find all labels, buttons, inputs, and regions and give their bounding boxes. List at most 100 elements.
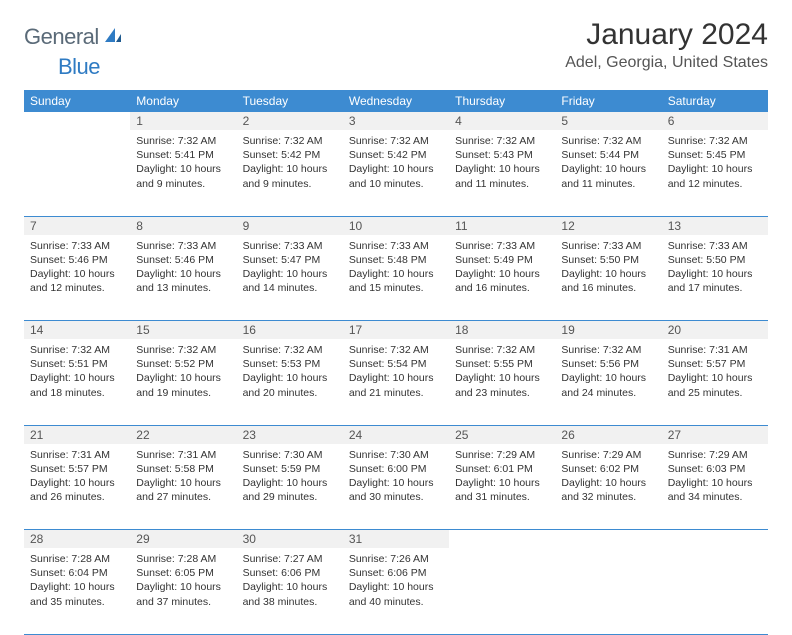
day-cell: Sunrise: 7:31 AMSunset: 5:57 PMDaylight:…	[662, 339, 768, 425]
daylight2-text: and 14 minutes.	[243, 281, 337, 295]
daylight2-text: and 11 minutes.	[455, 177, 549, 191]
sunset-text: Sunset: 5:59 PM	[243, 462, 337, 476]
day-cell: Sunrise: 7:33 AMSunset: 5:49 PMDaylight:…	[449, 235, 555, 321]
day-cell: Sunrise: 7:32 AMSunset: 5:41 PMDaylight:…	[130, 130, 236, 216]
location: Adel, Georgia, United States	[565, 54, 768, 72]
day-number: 2	[237, 112, 343, 130]
day-number: 5	[555, 112, 661, 130]
day-number: 24	[343, 425, 449, 444]
sunrise-text: Sunrise: 7:28 AM	[136, 552, 230, 566]
sunrise-text: Sunrise: 7:32 AM	[668, 134, 762, 148]
daylight2-text: and 20 minutes.	[243, 386, 337, 400]
day-cell: Sunrise: 7:33 AMSunset: 5:50 PMDaylight:…	[662, 235, 768, 321]
logo-text-blue: Blue	[58, 54, 100, 79]
daylight2-text: and 13 minutes.	[136, 281, 230, 295]
sunrise-text: Sunrise: 7:33 AM	[30, 239, 124, 253]
sunrise-text: Sunrise: 7:32 AM	[349, 134, 443, 148]
day-cell: Sunrise: 7:28 AMSunset: 6:04 PMDaylight:…	[24, 548, 130, 634]
day-number: 11	[449, 216, 555, 235]
daylight1-text: Daylight: 10 hours	[561, 267, 655, 281]
sunrise-text: Sunrise: 7:32 AM	[30, 343, 124, 357]
daylight2-text: and 16 minutes.	[455, 281, 549, 295]
daylight1-text: Daylight: 10 hours	[455, 476, 549, 490]
sunrise-text: Sunrise: 7:32 AM	[455, 134, 549, 148]
daylight1-text: Daylight: 10 hours	[136, 580, 230, 594]
sunset-text: Sunset: 5:57 PM	[30, 462, 124, 476]
sunrise-text: Sunrise: 7:32 AM	[349, 343, 443, 357]
day-cell: Sunrise: 7:32 AMSunset: 5:45 PMDaylight:…	[662, 130, 768, 216]
daylight1-text: Daylight: 10 hours	[243, 162, 337, 176]
sunset-text: Sunset: 5:42 PM	[349, 148, 443, 162]
day-number: 20	[662, 321, 768, 340]
sunset-text: Sunset: 6:03 PM	[668, 462, 762, 476]
day-cell: Sunrise: 7:29 AMSunset: 6:02 PMDaylight:…	[555, 444, 661, 530]
daylight1-text: Daylight: 10 hours	[349, 580, 443, 594]
daylight2-text: and 12 minutes.	[30, 281, 124, 295]
day-number: 15	[130, 321, 236, 340]
day-cell: Sunrise: 7:33 AMSunset: 5:50 PMDaylight:…	[555, 235, 661, 321]
sunrise-text: Sunrise: 7:29 AM	[455, 448, 549, 462]
sunset-text: Sunset: 5:47 PM	[243, 253, 337, 267]
daylight1-text: Daylight: 10 hours	[349, 371, 443, 385]
day-cell: Sunrise: 7:32 AMSunset: 5:56 PMDaylight:…	[555, 339, 661, 425]
sunrise-text: Sunrise: 7:32 AM	[455, 343, 549, 357]
day-number	[24, 112, 130, 130]
calendar-table: Sunday Monday Tuesday Wednesday Thursday…	[24, 90, 768, 635]
daylight1-text: Daylight: 10 hours	[455, 267, 549, 281]
day-number: 14	[24, 321, 130, 340]
daylight2-text: and 9 minutes.	[136, 177, 230, 191]
daylight2-text: and 31 minutes.	[455, 490, 549, 504]
sunrise-text: Sunrise: 7:32 AM	[243, 134, 337, 148]
day-number: 27	[662, 425, 768, 444]
day-cell: Sunrise: 7:29 AMSunset: 6:01 PMDaylight:…	[449, 444, 555, 530]
day-header: Tuesday	[237, 90, 343, 112]
week-row: Sunrise: 7:32 AMSunset: 5:51 PMDaylight:…	[24, 339, 768, 425]
day-cell	[449, 548, 555, 634]
sunrise-text: Sunrise: 7:33 AM	[561, 239, 655, 253]
day-cell: Sunrise: 7:32 AMSunset: 5:42 PMDaylight:…	[237, 130, 343, 216]
week-row: Sunrise: 7:33 AMSunset: 5:46 PMDaylight:…	[24, 235, 768, 321]
sunrise-text: Sunrise: 7:29 AM	[668, 448, 762, 462]
sunrise-text: Sunrise: 7:30 AM	[243, 448, 337, 462]
sunset-text: Sunset: 6:05 PM	[136, 566, 230, 580]
week-row: Sunrise: 7:31 AMSunset: 5:57 PM Daylight:…	[24, 444, 768, 530]
calendar-page: General January 2024 Adel, Georgia, Unit…	[0, 0, 792, 635]
day-cell: Sunrise: 7:27 AMSunset: 6:06 PMDaylight:…	[237, 548, 343, 634]
sunrise-text: Sunrise: 7:26 AM	[349, 552, 443, 566]
daylight2-text: and 15 minutes.	[349, 281, 443, 295]
day-cell: Sunrise: 7:31 AMSunset: 5:57 PMDaylight:…	[24, 444, 130, 530]
sunrise-text: Sunrise: 7:31 AM	[30, 448, 124, 462]
day-number: 22	[130, 425, 236, 444]
daylight1-text: Daylight: 10 hours	[243, 476, 337, 490]
day-cell: Sunrise: 7:30 AMSunset: 6:00 PMDaylight:…	[343, 444, 449, 530]
day-cell: Sunrise: 7:32 AMSunset: 5:54 PMDaylight:…	[343, 339, 449, 425]
day-number-row: 14151617181920	[24, 321, 768, 340]
sunset-text: Sunset: 5:56 PM	[561, 357, 655, 371]
daylight1-text: Daylight: 10 hours	[30, 267, 124, 281]
day-number: 13	[662, 216, 768, 235]
sunrise-text: Sunrise: 7:31 AM	[668, 343, 762, 357]
sunrise-text: Sunrise: 7:29 AM	[561, 448, 655, 462]
daylight1-text: Daylight: 10 hours	[30, 371, 124, 385]
daylight2-text: and 35 minutes.	[30, 595, 124, 609]
day-cell: Sunrise: 7:31 AMSunset: 5:58 PMDaylight:…	[130, 444, 236, 530]
sunset-text: Sunset: 5:55 PM	[455, 357, 549, 371]
day-number	[662, 530, 768, 549]
daylight2-text: and 40 minutes.	[349, 595, 443, 609]
sunrise-text: Sunrise: 7:33 AM	[455, 239, 549, 253]
day-cell: Sunrise: 7:33 AMSunset: 5:48 PMDaylight:…	[343, 235, 449, 321]
daylight1-text: Daylight: 10 hours	[349, 267, 443, 281]
daylight2-text: and 16 minutes.	[561, 281, 655, 295]
daylight1-text: Daylight: 10 hours	[136, 371, 230, 385]
sunrise-text: Sunrise: 7:33 AM	[349, 239, 443, 253]
day-cell: Sunrise: 7:32 AMSunset: 5:53 PMDaylight:…	[237, 339, 343, 425]
day-cell: Sunrise: 7:30 AMSunset: 5:59 PMDaylight:…	[237, 444, 343, 530]
day-number: 18	[449, 321, 555, 340]
sunset-text: Sunset: 5:44 PM	[561, 148, 655, 162]
daylight2-text: and 9 minutes.	[243, 177, 337, 191]
sunrise-text: Sunrise: 7:30 AM	[349, 448, 443, 462]
daylight2-text: and 11 minutes.	[561, 177, 655, 191]
day-header: Sunday	[24, 90, 130, 112]
daylight2-text: and 26 minutes.	[30, 490, 124, 504]
sunset-text: Sunset: 6:01 PM	[455, 462, 549, 476]
